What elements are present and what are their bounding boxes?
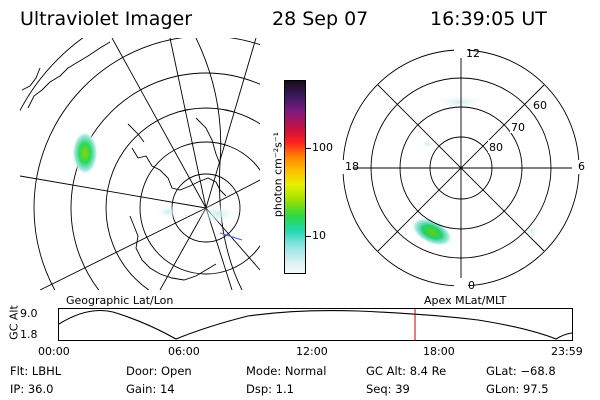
colorbar-tick-100: 100 [312, 141, 333, 154]
dsp-status: Dsp: 1.1 [246, 382, 294, 396]
door-status: Door: Open [126, 364, 192, 378]
mlat-label-70: 70 [511, 121, 525, 134]
timeline-xtick-0000: 00:00 [38, 345, 70, 358]
polar-panel-label: Apex MLat/MLT [424, 294, 507, 307]
geographic-panel-label: Geographic Lat/Lon [66, 294, 174, 307]
timeline-xtick-1800: 18:00 [423, 345, 455, 358]
timeline-xtick-0600: 06:00 [168, 345, 200, 358]
colorbar-tickmark [306, 148, 311, 149]
colorbar [284, 80, 306, 274]
polar-mlat-mlt-panel [338, 46, 584, 290]
mode-status: Mode: Normal [246, 364, 327, 378]
app-title: Ultraviolet Imager [20, 8, 193, 30]
gain-status: Gain: 14 [126, 382, 175, 396]
mlt-label-0: 0 [468, 279, 475, 292]
timeline-xtick-1200: 12:00 [296, 345, 328, 358]
glon-status: GLon: 97.5 [486, 382, 549, 396]
seq-status: Seq: 39 [366, 382, 410, 396]
timeline-ytick-top: 9.0 [20, 307, 38, 320]
ip-status: IP: 36.0 [10, 382, 54, 396]
colorbar-tickmark [306, 236, 311, 237]
filter-status: Flt: LBHL [10, 364, 62, 378]
colorbar-tick-10: 10 [312, 229, 326, 242]
timeline-ylabel: GC Alt [7, 305, 21, 340]
orbit-altitude-timeline [58, 308, 573, 341]
mlt-label-12: 12 [466, 47, 480, 60]
timeline-ytick-bottom: 1.8 [20, 328, 38, 341]
gc-alt-status: GC Alt: 8.4 Re [366, 364, 447, 378]
timeline-xtick-2359: 23:59 [551, 345, 583, 358]
geographic-map-panel [20, 38, 260, 290]
mlat-label-80: 80 [489, 141, 503, 154]
mlt-label-18: 18 [345, 160, 359, 173]
date-label: 28 Sep 07 [272, 8, 369, 30]
mlt-label-6: 6 [578, 160, 585, 173]
colorbar-label: photon cm⁻²s⁻¹ [271, 131, 285, 218]
glat-status: GLat: −68.8 [486, 364, 556, 378]
time-label: 16:39:05 UT [430, 8, 547, 30]
mlat-label-60: 60 [533, 99, 547, 112]
